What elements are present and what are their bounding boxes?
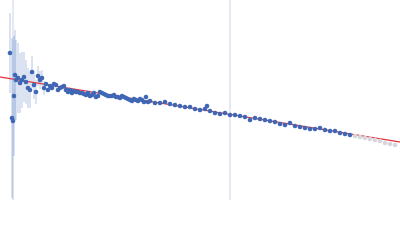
data-point <box>167 101 173 107</box>
data-point <box>207 108 213 114</box>
data-point <box>147 98 153 104</box>
data-point <box>39 75 45 81</box>
data-point <box>312 126 318 132</box>
data-point <box>45 87 51 93</box>
data-point <box>237 113 243 119</box>
data-point <box>347 132 353 138</box>
data-point <box>332 128 338 134</box>
data-point <box>35 73 41 79</box>
data-point <box>10 118 16 124</box>
data-point <box>252 115 258 121</box>
data-point <box>12 72 18 78</box>
data-point <box>222 110 228 116</box>
chart <box>0 0 400 200</box>
data-point <box>212 110 218 116</box>
data-point <box>177 103 183 109</box>
data-point <box>187 104 193 110</box>
data-point <box>307 126 313 132</box>
data-point <box>182 104 188 110</box>
data-point <box>162 99 168 105</box>
data-point <box>327 128 333 134</box>
data-point <box>292 123 298 129</box>
data-point <box>27 87 33 93</box>
data-point <box>11 93 17 99</box>
data-point <box>197 107 203 113</box>
data-point <box>302 125 308 131</box>
data-point <box>141 99 147 105</box>
data-point <box>61 83 67 89</box>
data-point <box>382 140 388 146</box>
data-point <box>267 118 273 124</box>
data-point <box>217 111 223 117</box>
data-point <box>204 103 210 109</box>
data-point <box>95 93 101 99</box>
data-point <box>21 74 27 80</box>
data-point <box>297 124 303 130</box>
data-point <box>357 134 363 140</box>
data-point <box>362 135 368 141</box>
data-point <box>33 89 39 95</box>
data-point <box>322 127 328 133</box>
data-point <box>15 75 21 81</box>
data-point <box>49 85 55 91</box>
data-point <box>227 112 233 118</box>
data-point <box>152 100 158 106</box>
data-point <box>143 94 149 100</box>
data-point <box>367 136 373 142</box>
data-point <box>337 130 343 136</box>
data-point <box>262 117 268 123</box>
data-point <box>272 119 278 125</box>
data-point <box>41 85 47 91</box>
data-point <box>232 112 238 118</box>
data-point <box>277 121 283 127</box>
data-point <box>317 125 323 131</box>
data-point <box>7 50 13 56</box>
data-point <box>287 120 293 126</box>
data-point <box>372 137 378 143</box>
data-point <box>247 117 253 123</box>
data-point <box>387 141 393 147</box>
data-point <box>53 82 59 88</box>
data-point <box>282 122 288 128</box>
data-point <box>43 81 49 87</box>
data-point <box>31 82 37 88</box>
data-point <box>392 142 398 148</box>
data-point <box>257 116 263 122</box>
data-point <box>172 102 178 108</box>
data-point <box>29 69 35 75</box>
data-point <box>91 90 97 96</box>
data-point <box>157 100 163 106</box>
data-point <box>192 106 198 112</box>
data-point <box>342 131 348 137</box>
data-point <box>23 79 29 85</box>
data-point <box>352 133 358 139</box>
data-point <box>242 114 248 120</box>
data-point <box>377 138 383 144</box>
